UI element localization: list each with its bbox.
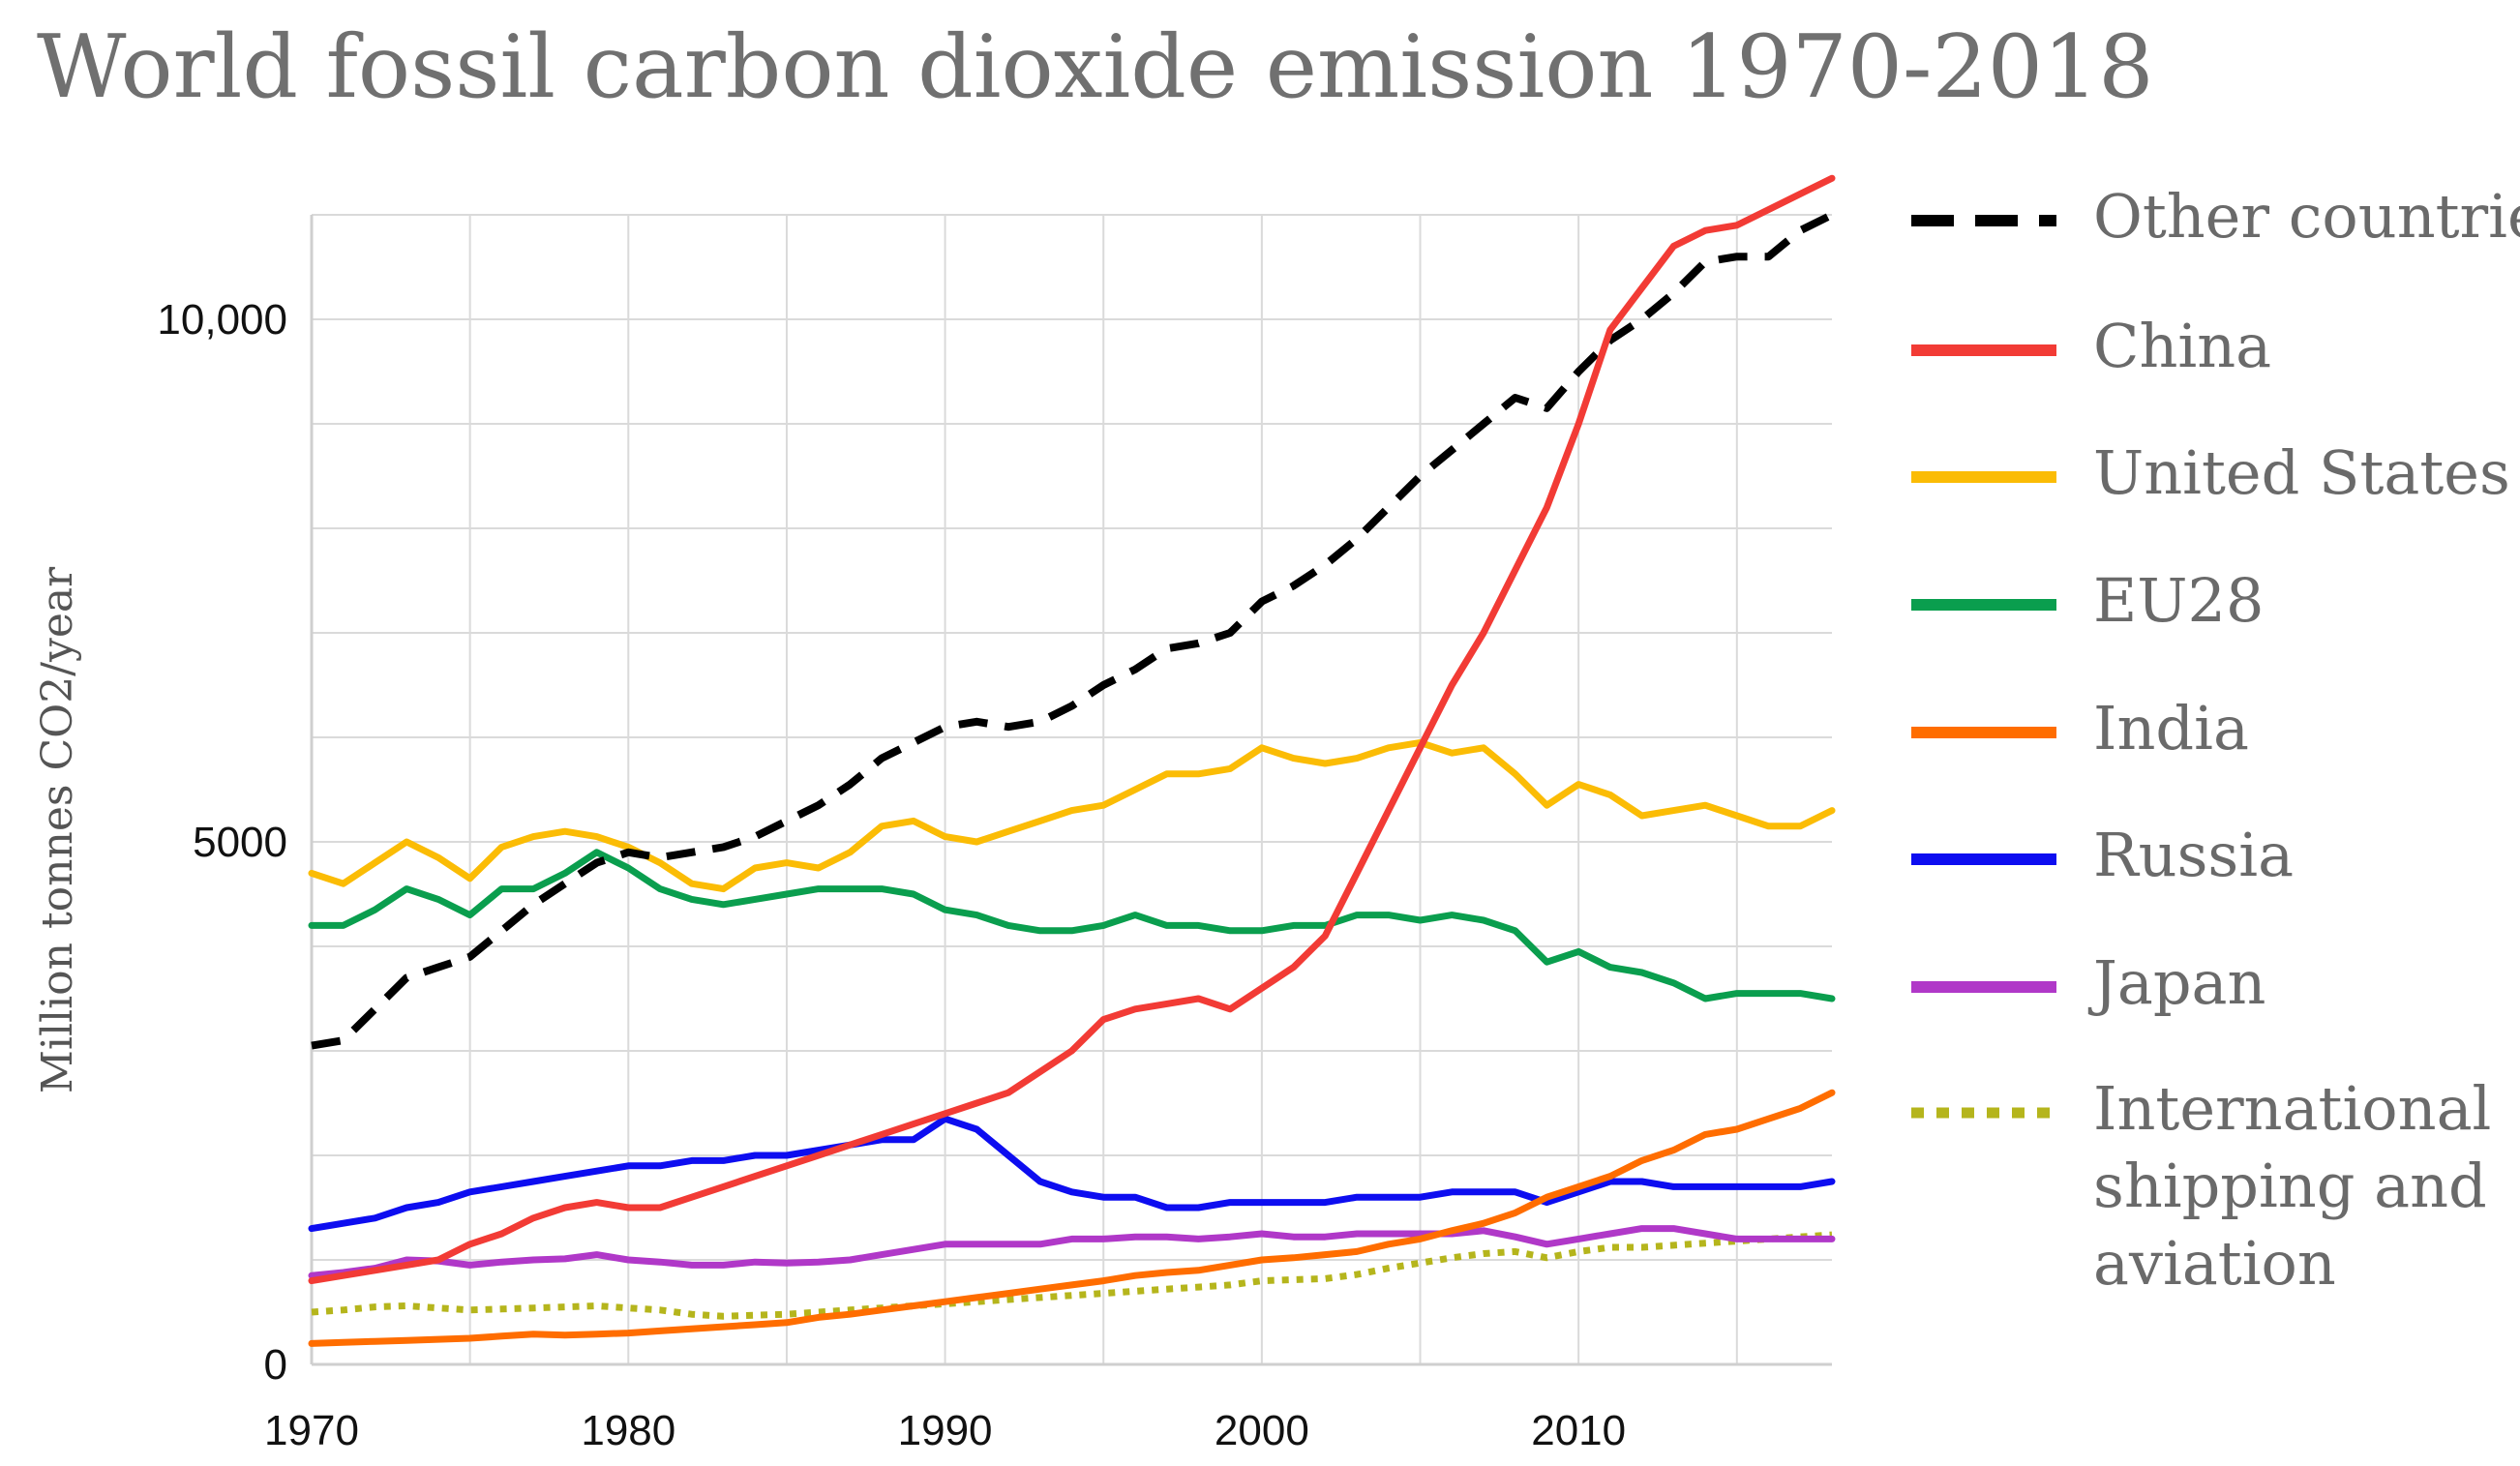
legend-label-japan: Japan xyxy=(2087,947,2265,1018)
x-tick-label: 1990 xyxy=(898,1407,993,1454)
y-tick-label: 10,000 xyxy=(157,296,287,344)
tick-labels: 1970 1980 1990 2000 2010 0 5000 10,000 xyxy=(157,296,1626,1454)
series-line-india xyxy=(308,1089,1836,1347)
legend-label-international-shipping-and-aviation: aviation xyxy=(2093,1228,2336,1299)
series-line-other-countries xyxy=(311,211,1834,1050)
series-line-international-shipping-and-aviation xyxy=(311,1231,1833,1320)
grid xyxy=(310,214,1832,1366)
series-line-china xyxy=(308,174,1836,1285)
legend-label-india: India xyxy=(2093,693,2249,763)
legend-label-china: China xyxy=(2093,311,2271,381)
series-line-russia xyxy=(308,1115,1836,1233)
x-tick-label: 2000 xyxy=(1215,1407,1309,1454)
series-line-eu28 xyxy=(308,849,1836,1002)
legend-label-russia: Russia xyxy=(2093,820,2294,890)
y-tick-label: 5000 xyxy=(193,819,287,866)
series-group xyxy=(308,174,1836,1347)
y-axis-label: Million tonnes CO2/year xyxy=(33,566,82,1093)
legend-label-united-states: United States xyxy=(2093,437,2510,508)
series-line-united-states xyxy=(308,738,1836,893)
series-line-japan xyxy=(308,1225,1836,1279)
legend-label-eu28: EU28 xyxy=(2093,565,2264,636)
x-tick-label: 1980 xyxy=(581,1407,675,1454)
legend-label-international-shipping-and-aviation: shipping and xyxy=(2093,1151,2487,1221)
x-tick-label: 1970 xyxy=(264,1407,359,1454)
legend-label-other-countries: Other countries xyxy=(2093,181,2520,252)
x-tick-label: 2010 xyxy=(1531,1407,1626,1454)
legend: Other countries China United States EU28 Ind… xyxy=(1911,181,2520,1299)
y-tick-label: 0 xyxy=(264,1341,287,1389)
legend-label-international-shipping-and-aviation: International xyxy=(2093,1073,2491,1144)
chart-title: World fossil carbon dioxide emission 197… xyxy=(37,16,2154,118)
